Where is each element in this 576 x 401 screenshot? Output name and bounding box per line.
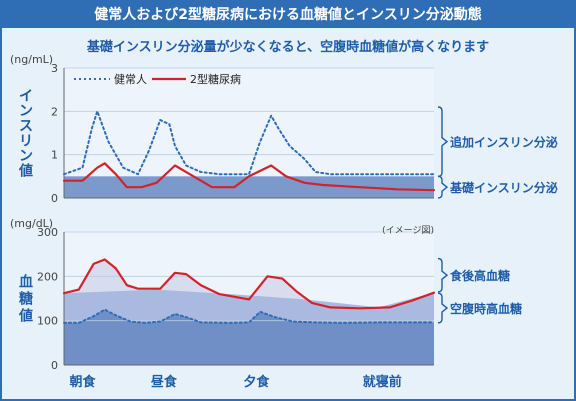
x-category-label: 昼食: [151, 374, 178, 390]
band-label: 食後高血糖: [449, 268, 510, 283]
page-title: 健常人および2型糖尿病における血糖値とインスリン分泌動態: [2, 2, 574, 28]
x-category-label: 夕食: [243, 374, 270, 390]
series-line-diabetes: [62, 162, 436, 192]
legend-label-diabetes: 2型糖尿病: [190, 72, 241, 86]
y-tick-label: 300: [37, 226, 58, 239]
y-axis-label-char: ス: [19, 119, 33, 135]
note-label: (イメージ図): [382, 225, 434, 236]
legend-label-healthy: 健常人: [114, 73, 147, 86]
y-tick-label: 3: [51, 62, 58, 75]
y-tick-label: 2: [51, 105, 58, 118]
y-tick-label: 0: [51, 192, 58, 205]
band-bracket: [437, 175, 449, 199]
y-axis-label-char: ン: [19, 104, 33, 120]
y-tick-label: 200: [37, 270, 58, 283]
band-label: 追加インスリン分泌: [450, 135, 558, 150]
y-axis-label-char: 血: [19, 274, 33, 291]
y-tick-label: 100: [37, 315, 58, 328]
y-axis-label-char: 値: [18, 308, 33, 325]
series-line-diabetes: [62, 258, 436, 310]
y-unit-label: (ng/mL): [10, 53, 53, 66]
chart-subtitle: 基礎インスリン分泌量が少なくなると、空腹時血糖値が高くなります: [86, 40, 490, 55]
y-axis-label-char: 糖: [19, 291, 33, 308]
y-unit-label: (mg/dL): [10, 217, 53, 230]
series-line-healthy: [63, 308, 435, 324]
x-category-label: 朝食: [69, 374, 96, 390]
y-axis-label-char: リ: [19, 134, 33, 150]
x-category-label: 就寝前: [363, 374, 402, 390]
band-label: 空腹時高血糖: [450, 301, 522, 316]
band-bracket: [437, 106, 449, 178]
y-tick-label: 0: [51, 359, 58, 372]
y-tick-label: 1: [51, 149, 58, 162]
band-label: 基礎インスリン分泌: [449, 180, 558, 195]
y-axis-label-char: ン: [19, 149, 33, 165]
y-axis-label-char: イ: [19, 89, 33, 105]
band-bracket: [437, 257, 449, 293]
series-line-healthy: [63, 110, 435, 176]
band-bracket: [437, 292, 449, 324]
y-axis-label-char: 値: [18, 163, 33, 180]
